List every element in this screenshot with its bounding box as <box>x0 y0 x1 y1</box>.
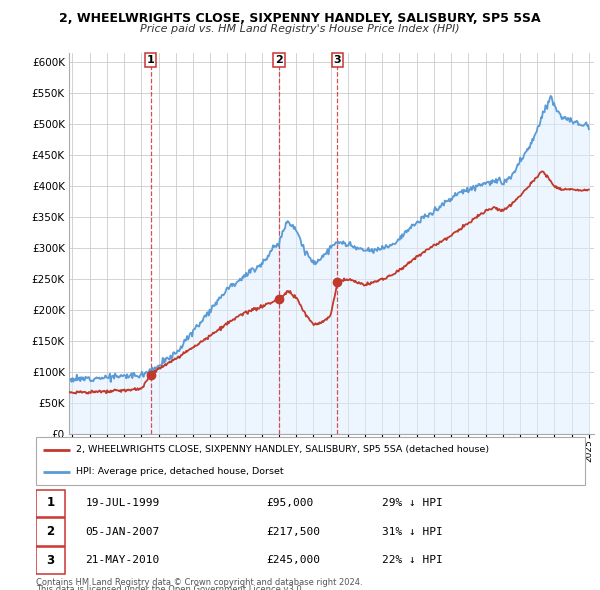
Text: 1: 1 <box>147 55 154 65</box>
Text: 1: 1 <box>46 496 55 509</box>
Text: 2: 2 <box>275 55 283 65</box>
Text: 22% ↓ HPI: 22% ↓ HPI <box>382 555 443 565</box>
Text: 3: 3 <box>334 55 341 65</box>
Text: Contains HM Land Registry data © Crown copyright and database right 2024.: Contains HM Land Registry data © Crown c… <box>36 578 362 587</box>
Text: 31% ↓ HPI: 31% ↓ HPI <box>382 527 443 536</box>
Text: HPI: Average price, detached house, Dorset: HPI: Average price, detached house, Dors… <box>76 467 283 476</box>
Text: 21-MAY-2010: 21-MAY-2010 <box>85 555 160 565</box>
Bar <box>36 519 65 546</box>
Text: 3: 3 <box>46 554 55 567</box>
Text: £217,500: £217,500 <box>266 527 320 536</box>
Text: 2, WHEELWRIGHTS CLOSE, SIXPENNY HANDLEY, SALISBURY, SP5 5SA: 2, WHEELWRIGHTS CLOSE, SIXPENNY HANDLEY,… <box>59 12 541 25</box>
Text: £95,000: £95,000 <box>266 498 314 508</box>
Text: 29% ↓ HPI: 29% ↓ HPI <box>382 498 443 508</box>
Text: £245,000: £245,000 <box>266 555 320 565</box>
Text: This data is licensed under the Open Government Licence v3.0.: This data is licensed under the Open Gov… <box>36 585 304 590</box>
Bar <box>36 490 65 517</box>
Text: 05-JAN-2007: 05-JAN-2007 <box>85 527 160 536</box>
Text: Price paid vs. HM Land Registry's House Price Index (HPI): Price paid vs. HM Land Registry's House … <box>140 24 460 34</box>
Text: 19-JUL-1999: 19-JUL-1999 <box>85 498 160 508</box>
Bar <box>36 548 65 575</box>
Text: 2, WHEELWRIGHTS CLOSE, SIXPENNY HANDLEY, SALISBURY, SP5 5SA (detached house): 2, WHEELWRIGHTS CLOSE, SIXPENNY HANDLEY,… <box>76 445 488 454</box>
Text: 2: 2 <box>46 525 55 538</box>
